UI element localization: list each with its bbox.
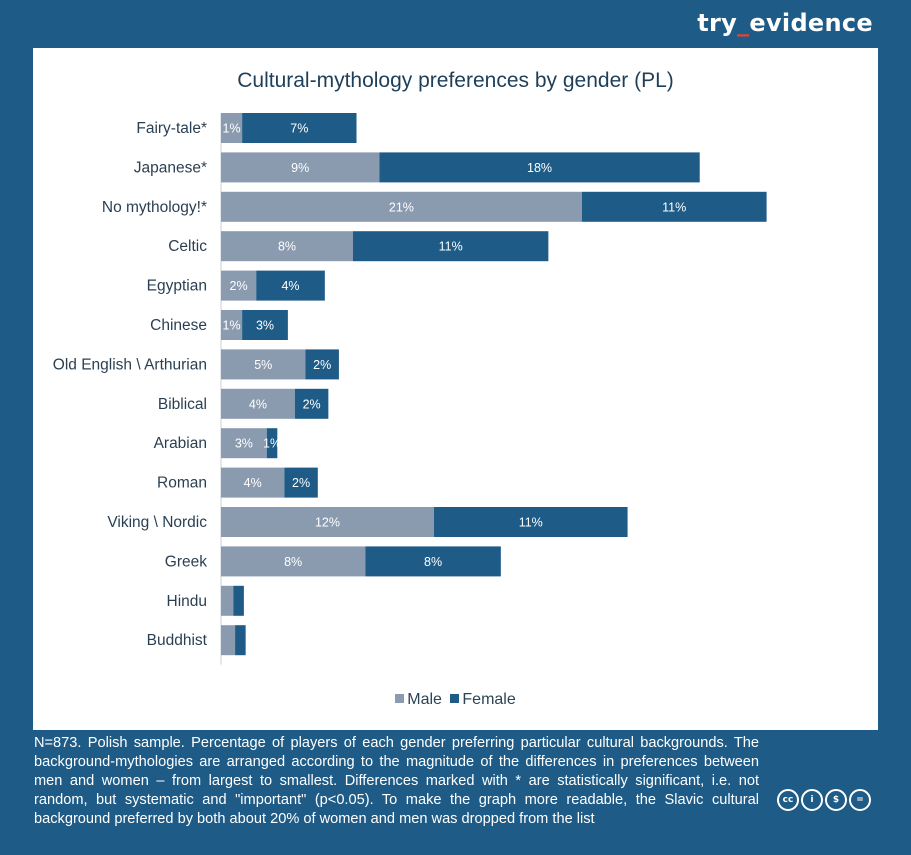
license-badge: cc i $ =: [777, 789, 871, 811]
category-label-no-mythology: No mythology!*: [102, 199, 207, 216]
legend-item-male: Male: [395, 691, 442, 708]
bar-female-buddhist: [235, 625, 246, 656]
bar-female-fairy-tale: [242, 113, 357, 143]
data-label-female-no-mythology: 11%: [662, 200, 686, 214]
nd-icon: =: [849, 789, 871, 811]
bar-female-hindu: [233, 585, 244, 616]
bar-male-old-english-arthurian: [221, 349, 306, 380]
data-label-male-no-mythology: 21%: [389, 200, 414, 214]
legend-label-female: Female: [462, 691, 516, 708]
bar-female-chinese: [242, 310, 288, 340]
category-label-celtic: Celtic: [168, 238, 207, 255]
data-label-male-chinese: 1%: [223, 319, 241, 333]
category-label-japanese: Japanese*: [134, 159, 207, 176]
data-label-female-egyptian: 4%: [281, 279, 299, 293]
data-label-female-old-english-arthurian: 2%: [313, 358, 331, 372]
category-label-viking-nordic: Viking \ Nordic: [107, 514, 207, 531]
bar-male-no-mythology: [221, 191, 582, 222]
cc-icon: cc: [777, 789, 799, 811]
category-label-egyptian: Egyptian: [147, 278, 207, 295]
bar-male-arabian: [221, 428, 267, 459]
bar-female-viking-nordic: [433, 507, 628, 537]
data-label-female-greek: 8%: [424, 555, 442, 569]
legend-swatch-male: [395, 694, 405, 703]
data-label-male-greek: 8%: [284, 555, 302, 569]
bar-female-arabian: [266, 428, 278, 459]
data-label-female-chinese: 3%: [256, 319, 274, 333]
bar-male-egyptian: [221, 270, 257, 301]
category-label-buddhist: Buddhist: [147, 632, 208, 649]
data-label-female-arabian: 1%: [263, 437, 281, 451]
bar-male-hindu: [221, 585, 234, 616]
chart-title: Cultural-mythology preferences by gender…: [237, 69, 674, 92]
category-label-roman: Roman: [157, 475, 207, 492]
data-label-male-biblical: 4%: [249, 397, 267, 411]
bar-male-chinese: [221, 310, 243, 340]
bar-male-greek: [221, 546, 366, 577]
legend-label-male: Male: [407, 691, 442, 708]
bar-female-roman: [284, 467, 318, 498]
data-label-female-japanese: 18%: [527, 161, 552, 175]
category-label-fairy-tale: Fairy-tale*: [136, 120, 207, 137]
bar-female-japanese: [379, 152, 700, 183]
category-label-chinese: Chinese: [150, 317, 207, 334]
data-label-female-biblical: 2%: [303, 397, 321, 411]
bar-male-japanese: [221, 152, 380, 183]
bar-male-roman: [221, 467, 285, 498]
data-label-male-celtic: 8%: [278, 240, 296, 254]
chart-panel: Cultural-mythology preferences by gender…: [33, 48, 878, 730]
data-label-male-fairy-tale: 1%: [223, 122, 241, 136]
category-label-biblical: Biblical: [158, 396, 207, 413]
data-label-female-viking-nordic: 11%: [519, 516, 543, 530]
bar-female-no-mythology: [581, 191, 767, 222]
category-label-hindu: Hindu: [167, 593, 208, 610]
bar-male-biblical: [221, 388, 295, 419]
brand-logo: try_evidence: [697, 9, 873, 37]
data-label-male-japanese: 9%: [291, 161, 309, 175]
data-label-female-roman: 2%: [292, 476, 310, 490]
data-label-male-roman: 4%: [244, 476, 262, 490]
category-label-greek: Greek: [165, 553, 207, 570]
bar-female-greek: [365, 546, 501, 577]
bar-male-viking-nordic: [221, 507, 434, 537]
category-label-old-english-arthurian: Old English \ Arthurian: [53, 356, 207, 373]
nc-icon: $: [825, 789, 847, 811]
by-icon: i: [801, 789, 823, 811]
bar-female-celtic: [353, 231, 549, 262]
bar-male-buddhist: [221, 625, 236, 656]
bar-male-fairy-tale: [221, 113, 243, 143]
bar-female-old-english-arthurian: [305, 349, 339, 380]
legend-swatch-female: [450, 694, 460, 703]
data-label-female-celtic: 11%: [439, 240, 463, 254]
bar-chart: Fairy-tale* 1% 7% Japanese* 9% 18% No mytholog…: [53, 113, 767, 665]
legend: Male Female: [33, 691, 878, 709]
category-label-arabian: Arabian: [154, 435, 207, 452]
bar-female-biblical: [294, 388, 329, 419]
data-label-male-arabian: 3%: [235, 437, 253, 451]
data-label-male-egyptian: 2%: [230, 279, 248, 293]
data-label-male-viking-nordic: 12%: [315, 516, 340, 530]
bar-female-egyptian: [256, 270, 325, 301]
legend-item-female: Female: [450, 691, 516, 708]
footnote: N=873. Polish sample. Percentage of play…: [34, 735, 759, 827]
data-label-male-old-english-arthurian: 5%: [254, 358, 272, 372]
data-label-female-fairy-tale: 7%: [290, 122, 308, 136]
bar-male-celtic: [221, 231, 353, 262]
